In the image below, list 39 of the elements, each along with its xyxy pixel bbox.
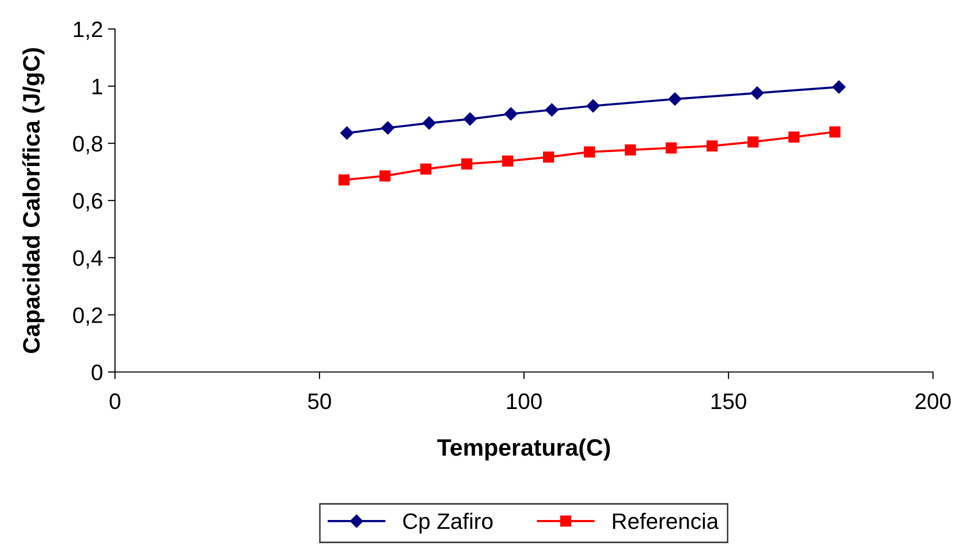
point [666, 142, 677, 154]
point [832, 80, 846, 94]
y-tick-label: 0,4 [73, 250, 103, 269]
x-tick-label: 200 [916, 393, 951, 410]
point [379, 170, 390, 182]
point [542, 151, 554, 163]
point [747, 136, 759, 148]
point [420, 164, 432, 175]
point [504, 107, 518, 120]
point [586, 99, 600, 112]
legend-label: Referencia [613, 512, 719, 530]
point [502, 156, 514, 167]
x-tick-label: 50 [308, 393, 331, 410]
point [750, 86, 764, 100]
point [624, 144, 636, 156]
point [338, 174, 350, 186]
x-axis-title: Temperatura(C) [437, 438, 610, 461]
point [706, 140, 718, 152]
point [788, 131, 800, 143]
point [461, 158, 472, 170]
x-tick-label: 0 [110, 393, 120, 410]
x-tick-label: 150 [712, 393, 746, 410]
point [340, 126, 354, 140]
y-tick-label: 1 [92, 78, 102, 94]
y-tick-label: 0,2 [73, 307, 102, 326]
y-tick-label: 0,8 [73, 136, 102, 154]
point [829, 126, 840, 138]
point [584, 146, 595, 158]
point [422, 116, 436, 130]
y-axis-title: Capacidad Calorífica (J/gC) [22, 48, 45, 354]
legend-label: Cp Zafiro [403, 512, 493, 534]
y-tick-label: 1,2 [74, 22, 102, 40]
y-tick-label: 0,6 [73, 193, 102, 212]
point [381, 121, 394, 134]
point [463, 112, 477, 126]
point [668, 92, 682, 106]
y-tick-label: 0 [92, 364, 102, 380]
x-tick-label: 100 [507, 393, 542, 410]
point [545, 103, 558, 116]
